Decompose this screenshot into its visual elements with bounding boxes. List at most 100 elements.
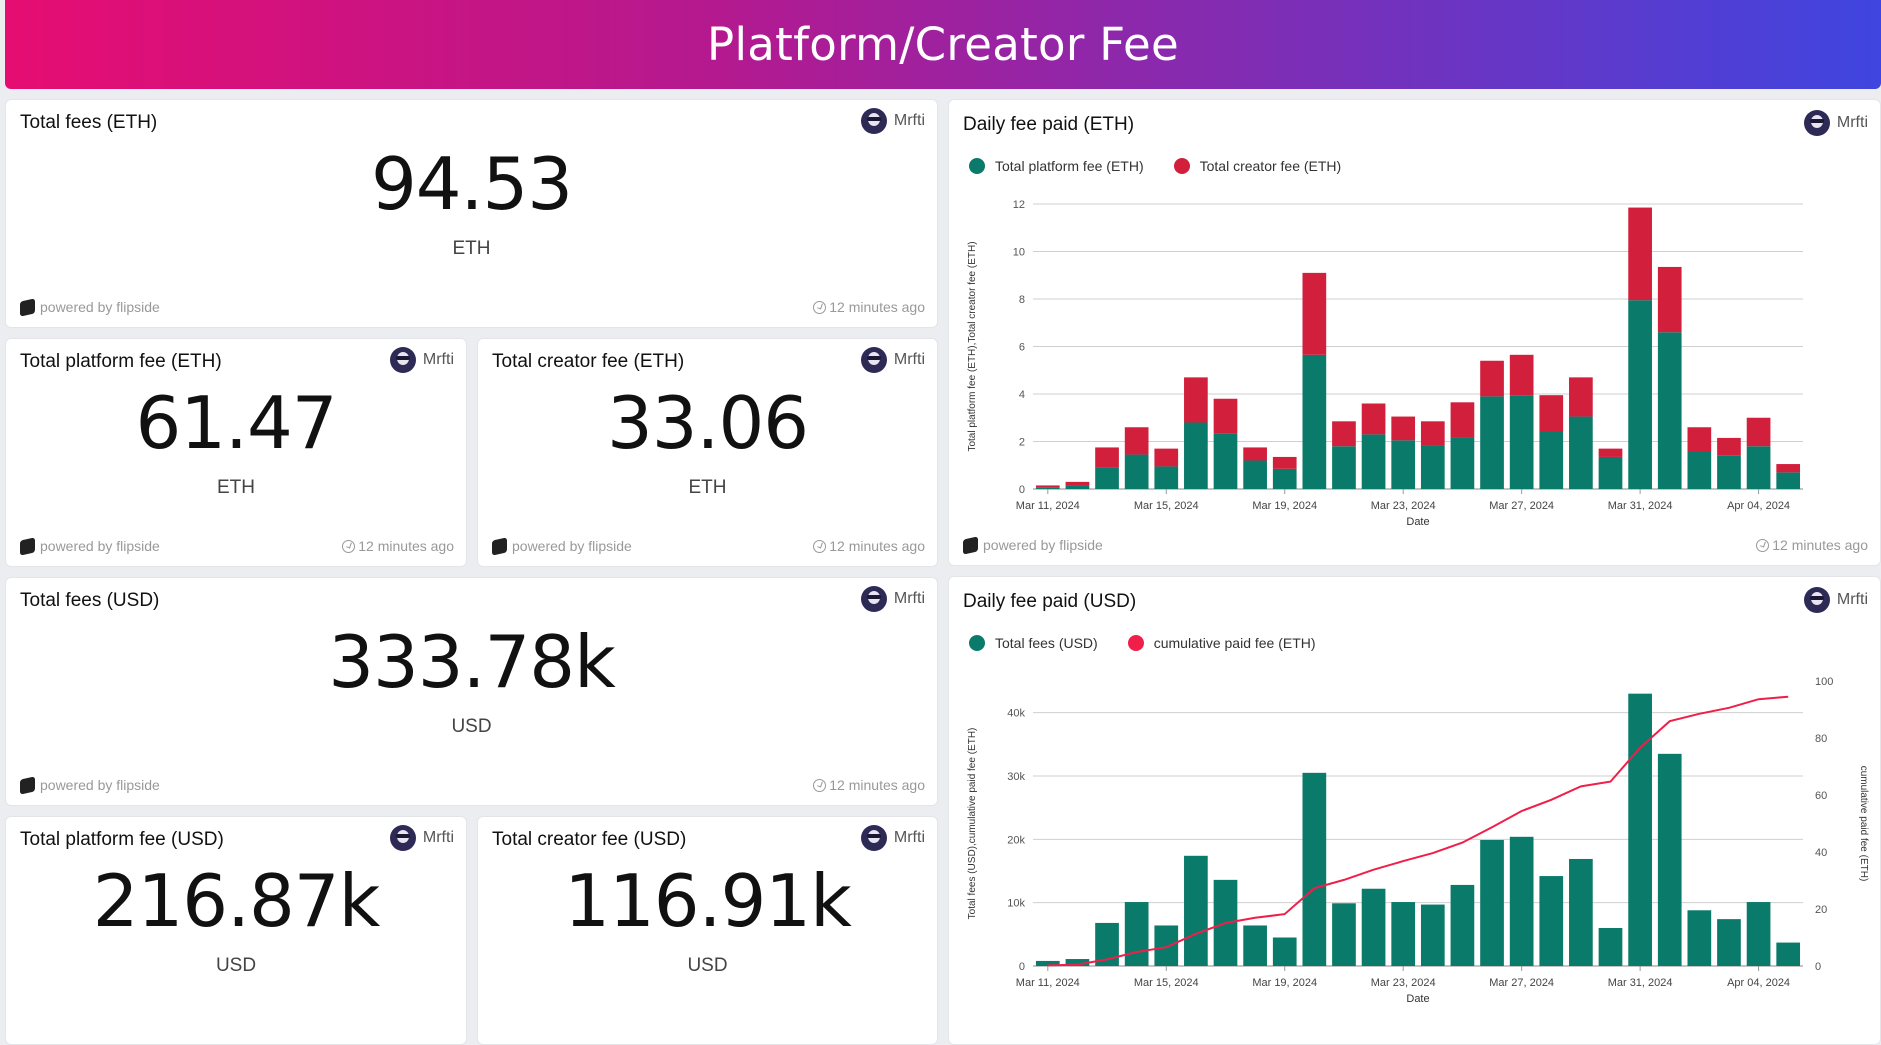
- bar-creator-fee: [1717, 437, 1741, 456]
- author-name: Mrfti: [893, 351, 925, 368]
- powered-by-link[interactable]: powered by flipside: [963, 535, 1103, 555]
- bar-creator-fee: [1450, 402, 1475, 438]
- y-tick-label: 0: [1019, 484, 1025, 496]
- kpi-value: 216.87k: [92, 859, 381, 943]
- bar-total-fees-usd: [1124, 902, 1149, 966]
- last-updated: 12 minutes ago: [813, 777, 925, 793]
- y-tick-label: 12: [1013, 199, 1025, 211]
- flipside-logo-icon: [20, 297, 35, 317]
- updated-text: 12 minutes ago: [1772, 537, 1868, 553]
- chart-daily-fee-eth[interactable]: 0 2 4 6 8 10 12 Mar 11, 2024 Mar 15, 2024 Mar 19,…: [949, 192, 1881, 532]
- card-title: Total fees (ETH): [20, 112, 158, 133]
- refresh-check-icon: [813, 539, 827, 553]
- card-title: Total creator fee (USD): [492, 829, 687, 850]
- kpi-card-total-fees-usd[interactable]: Total fees (USD) Mrfti 333.78k USD power…: [5, 577, 938, 806]
- legend-label-platform: Total platform fee (ETH): [995, 158, 1144, 174]
- powered-by-text: powered by flipside: [40, 538, 160, 554]
- author-badge[interactable]: Mrfti: [1803, 110, 1868, 136]
- bar-total-fees-usd: [1717, 919, 1741, 966]
- bar-creator-fee: [1124, 427, 1149, 455]
- y2-tick-label: 60: [1815, 790, 1827, 802]
- bar-platform-fee: [1302, 354, 1327, 489]
- bar-platform-fee: [1450, 437, 1475, 489]
- legend-item-platform[interactable]: Total platform fee (ETH): [969, 158, 1144, 174]
- legend-dot-cumulative: [1127, 635, 1144, 651]
- author-name: Mrfti: [422, 829, 454, 846]
- x-tick-label: Mar 27, 2024: [1489, 977, 1554, 989]
- bar-platform-fee: [1628, 300, 1652, 489]
- y2-tick-label: 20: [1815, 904, 1827, 916]
- kpi-card-creator-fee-usd[interactable]: Total creator fee (USD) Mrfti 116.91k US…: [477, 816, 938, 1045]
- kpi-card-total-fees-eth[interactable]: Total fees (ETH) Mrfti 94.53 ETH powered…: [5, 99, 938, 328]
- chart-daily-fee-usd[interactable]: 0 10k 20k 30k 40k Mar 11, 2024 Mar 15, 2024 Mar…: [949, 669, 1881, 1009]
- refresh-check-icon: [813, 300, 827, 314]
- kpi-card-platform-fee-eth[interactable]: Total platform fee (ETH) Mrfti 61.47 ETH…: [5, 338, 467, 567]
- x-tick-label: Mar 23, 2024: [1371, 977, 1436, 989]
- y2-tick-label: 40: [1815, 847, 1827, 859]
- bar-creator-fee: [1539, 395, 1564, 432]
- bar-total-fees-usd: [1243, 925, 1267, 966]
- legend-label-total-fees: Total fees (USD): [995, 635, 1098, 651]
- flipside-logo-icon: [20, 775, 35, 795]
- legend-item-total-fees[interactable]: Total fees (USD): [969, 635, 1098, 651]
- legend-item-cumulative[interactable]: cumulative paid fee (ETH): [1127, 635, 1316, 651]
- avatar: [389, 347, 416, 373]
- bar-creator-fee: [1184, 377, 1208, 423]
- updated-text: 12 minutes ago: [829, 777, 925, 793]
- author-name: Mrfti: [893, 590, 925, 607]
- bar-creator-fee: [1243, 447, 1267, 461]
- author-badge[interactable]: Mrfti: [389, 825, 454, 851]
- bar-creator-fee: [1687, 427, 1712, 451]
- legend-dot-platform: [969, 158, 985, 174]
- legend-item-creator[interactable]: Total creator fee (ETH): [1173, 158, 1341, 174]
- kpi-value: 94.53: [370, 142, 573, 226]
- chart-title: Daily fee paid (ETH): [963, 114, 1135, 135]
- chart-legend: Total platform fee (ETH) Total creator f…: [969, 158, 1341, 174]
- kpi-card-platform-fee-usd[interactable]: Total platform fee (USD) Mrfti 216.87k U…: [5, 816, 467, 1045]
- updated-text: 12 minutes ago: [829, 538, 925, 554]
- last-updated: 12 minutes ago: [342, 538, 454, 554]
- legend-dot-total-fees: [969, 635, 985, 651]
- bar-creator-fee: [1361, 403, 1386, 435]
- last-updated: 12 minutes ago: [813, 299, 925, 315]
- bar-total-fees-usd: [1746, 902, 1771, 966]
- bar-creator-fee: [1569, 377, 1593, 417]
- powered-by-text: powered by flipside: [512, 538, 632, 554]
- powered-by-link[interactable]: powered by flipside: [20, 775, 160, 795]
- bar-platform-fee: [1095, 467, 1119, 489]
- chart-card-daily-fee-usd[interactable]: Daily fee paid (USD) Mrfti Total fees (U…: [948, 576, 1881, 1045]
- chart-card-daily-fee-eth[interactable]: Daily fee paid (ETH) Mrfti Total platfor…: [948, 99, 1881, 566]
- y-tick-label: 8: [1019, 294, 1025, 306]
- kpi-unit: ETH: [217, 477, 255, 498]
- author-badge[interactable]: Mrfti: [389, 347, 454, 373]
- x-tick-label: Mar 31, 2024: [1608, 977, 1673, 989]
- kpi-unit: USD: [687, 955, 728, 976]
- powered-by-link[interactable]: powered by flipside: [20, 536, 160, 556]
- y-tick-label: 4: [1019, 389, 1025, 401]
- author-badge[interactable]: Mrfti: [860, 825, 925, 851]
- bar-creator-fee: [1095, 447, 1119, 468]
- bar-creator-fee: [1509, 354, 1534, 396]
- powered-by-link[interactable]: powered by flipside: [20, 297, 160, 317]
- card-title: Total fees (USD): [20, 590, 160, 611]
- y-tick-label: 0: [1019, 961, 1025, 973]
- bar-platform-fee: [1243, 460, 1267, 489]
- kpi-value: 116.91k: [564, 859, 852, 943]
- bar-platform-fee: [1539, 432, 1564, 489]
- powered-by-link[interactable]: powered by flipside: [492, 536, 632, 556]
- bar-total-fees-usd: [1095, 922, 1119, 966]
- x-tick-label: Mar 11, 2024: [1016, 977, 1080, 989]
- bar-total-fees-usd: [1776, 942, 1801, 966]
- author-badge[interactable]: Mrfti: [860, 347, 925, 373]
- bar-platform-fee: [1184, 422, 1208, 489]
- powered-by-text: powered by flipside: [983, 537, 1103, 553]
- author-badge[interactable]: Mrfti: [1803, 587, 1868, 613]
- bar-total-fees-usd: [1628, 693, 1652, 966]
- author-badge[interactable]: Mrfti: [860, 108, 925, 134]
- bar-creator-fee: [1065, 481, 1090, 486]
- bar-total-fees-usd: [1184, 855, 1208, 966]
- author-badge[interactable]: Mrfti: [860, 586, 925, 612]
- x-tick-label: Apr 04, 2024: [1727, 500, 1790, 512]
- kpi-card-creator-fee-eth[interactable]: Total creator fee (ETH) Mrfti 33.06 ETH …: [477, 338, 938, 567]
- author-name: Mrfti: [422, 351, 454, 368]
